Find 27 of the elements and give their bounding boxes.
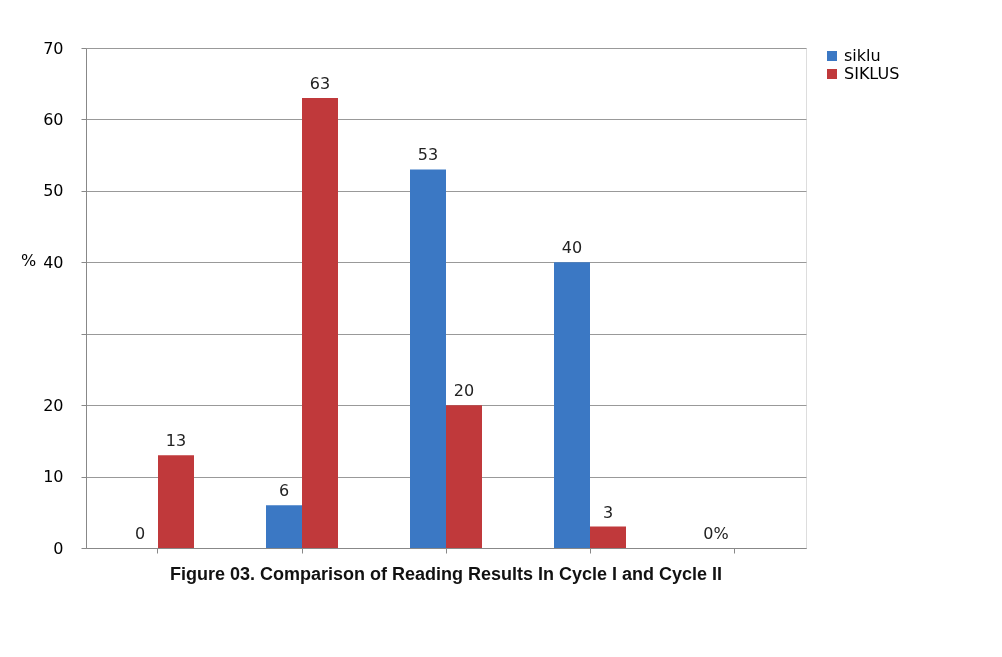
bar bbox=[302, 98, 338, 548]
bar bbox=[554, 262, 590, 548]
legend-label: siklu bbox=[844, 46, 881, 65]
y-axis-title: % bbox=[20, 250, 37, 270]
y-tick-label: 50 bbox=[43, 181, 64, 201]
y-tick-label: 10 bbox=[43, 467, 64, 487]
y-tick-label: 20 bbox=[43, 395, 64, 415]
y-tick-label: 40 bbox=[43, 252, 64, 272]
y-tick-label: 60 bbox=[43, 109, 64, 129]
data-label: 20 bbox=[453, 381, 475, 401]
caption: Figure 03. Comparison of Reading Results In Cycle I and Cycle II bbox=[169, 564, 723, 584]
bar bbox=[266, 505, 302, 548]
bar bbox=[410, 169, 446, 548]
bar bbox=[590, 526, 626, 548]
y-tick-label: 0 bbox=[53, 538, 64, 558]
data-label: 13 bbox=[165, 431, 187, 451]
bar bbox=[446, 405, 482, 548]
data-label: 3 bbox=[602, 502, 614, 522]
data-label: 53 bbox=[417, 145, 439, 165]
data-label: 40 bbox=[561, 238, 583, 258]
data-label: 6 bbox=[278, 481, 290, 501]
data-label: 0 bbox=[134, 524, 146, 543]
legend-label: SIKLUS bbox=[844, 64, 900, 83]
bar bbox=[158, 455, 194, 548]
y-tick-label: 70 bbox=[43, 38, 64, 58]
data-label: 63 bbox=[309, 74, 331, 93]
data-label: 0% bbox=[703, 524, 729, 543]
